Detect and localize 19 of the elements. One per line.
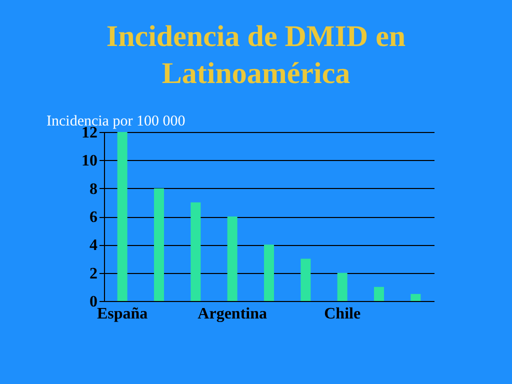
bar (227, 216, 238, 301)
y-tick-label: 2 (90, 265, 98, 282)
bar (410, 294, 421, 301)
bar (190, 202, 201, 301)
x-tick-label: España (96, 306, 148, 322)
bar (337, 272, 348, 301)
y-tick-label: 10 (82, 152, 98, 170)
bar (117, 132, 128, 301)
y-tick-label: 8 (90, 180, 98, 198)
chart-title: Incidencia de DMID en Latinoamérica (106, 20, 406, 90)
bar (300, 258, 311, 301)
bar (264, 244, 274, 301)
bar (374, 286, 384, 301)
y-tick-label: 6 (90, 209, 98, 226)
bar (154, 188, 164, 301)
y-tick-label: 0 (90, 294, 98, 310)
x-tick-label: Argentina (198, 306, 267, 322)
x-tick-label: Chile (324, 306, 361, 322)
y-tick-label: 4 (90, 237, 98, 254)
